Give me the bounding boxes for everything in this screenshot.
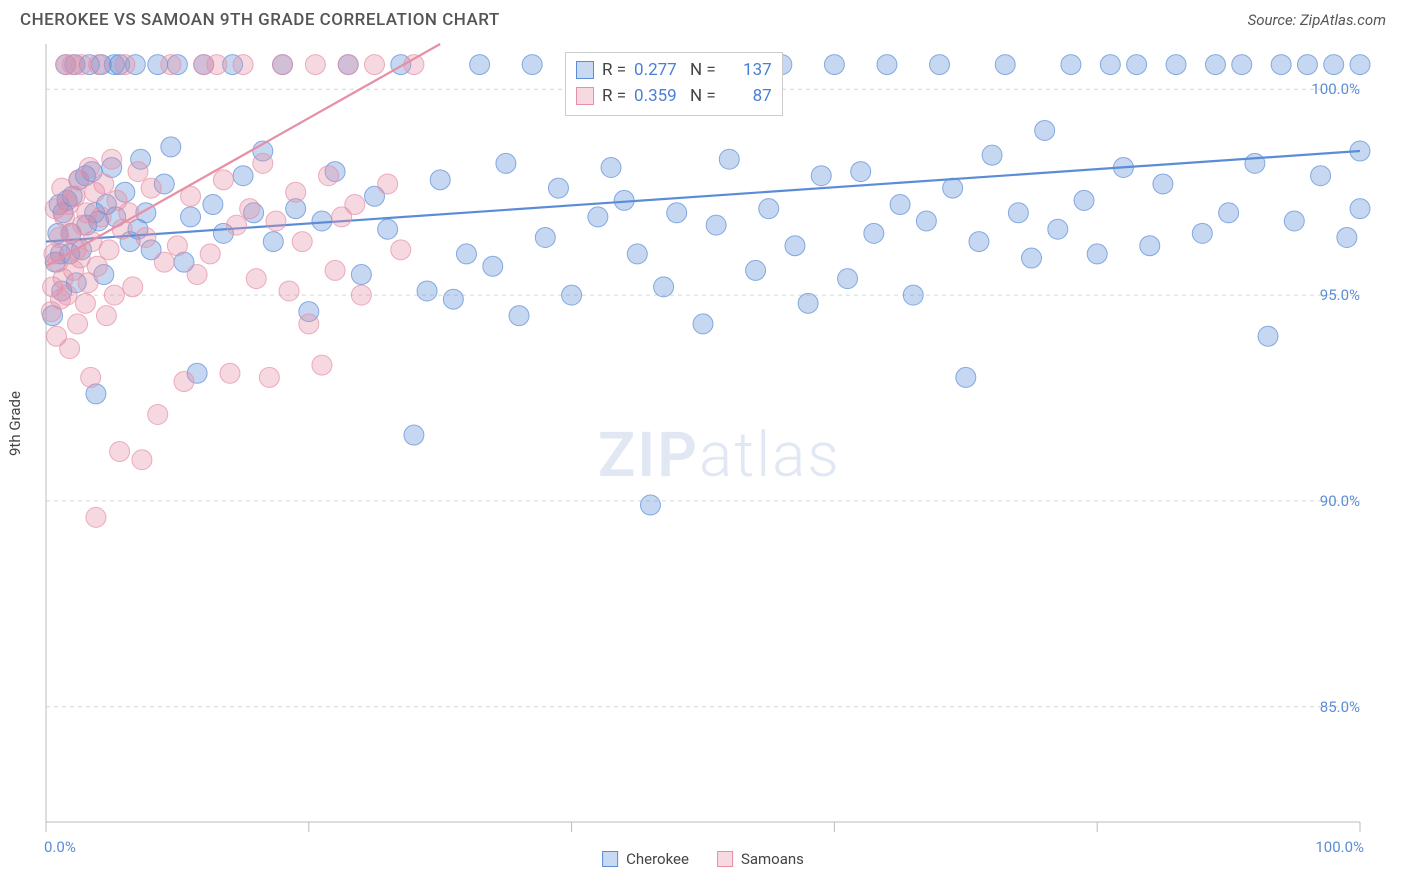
stats-n-value: 87 (724, 86, 772, 106)
stats-n-label: N = (690, 60, 716, 80)
x-tick-label: 0.0% (44, 838, 76, 856)
chart-area: 9th Grade ZIPatlas R =0.277N =137R =0.35… (0, 36, 1406, 882)
stats-row: R = 0.359 N = 87 (576, 83, 772, 109)
y-axis-label: 9th Grade (6, 391, 24, 456)
stats-row: R = 0.277 N = 137 (576, 57, 772, 83)
y-tick-label: 100.0% (1300, 80, 1360, 98)
stats-swatch (576, 61, 594, 79)
chart-title: CHEROKEE VS SAMOAN 9TH GRADE CORRELATION… (20, 10, 500, 30)
stats-r-value: 0.277 (634, 60, 682, 80)
legend-item: Samoans (717, 850, 804, 868)
legend-item: Cherokee (602, 850, 689, 868)
chart-source: Source: ZipAtlas.com (1248, 11, 1386, 29)
y-tick-label: 85.0% (1300, 698, 1360, 716)
stats-n-value: 137 (724, 60, 772, 80)
scatter-chart-svg (0, 36, 1406, 882)
y-tick-label: 95.0% (1300, 286, 1360, 304)
stats-r-label: R = (602, 86, 626, 106)
legend-swatch (602, 851, 618, 867)
legend-label: Cherokee (626, 850, 689, 868)
x-tick-label: 100.0% (1304, 838, 1364, 856)
legend-swatch (717, 851, 733, 867)
correlation-stats-box: R = 0.277 N = 137 R = 0.359 N = 87 (565, 52, 783, 116)
legend-label: Samoans (741, 850, 804, 868)
stats-r-value: 0.359 (634, 86, 682, 106)
stats-r-label: R = (602, 60, 626, 80)
y-tick-label: 90.0% (1300, 492, 1360, 510)
stats-n-label: N = (690, 86, 716, 106)
legend-bottom: Cherokee Samoans (602, 850, 804, 868)
stats-swatch (576, 87, 594, 105)
chart-header: CHEROKEE VS SAMOAN 9TH GRADE CORRELATION… (0, 0, 1406, 36)
